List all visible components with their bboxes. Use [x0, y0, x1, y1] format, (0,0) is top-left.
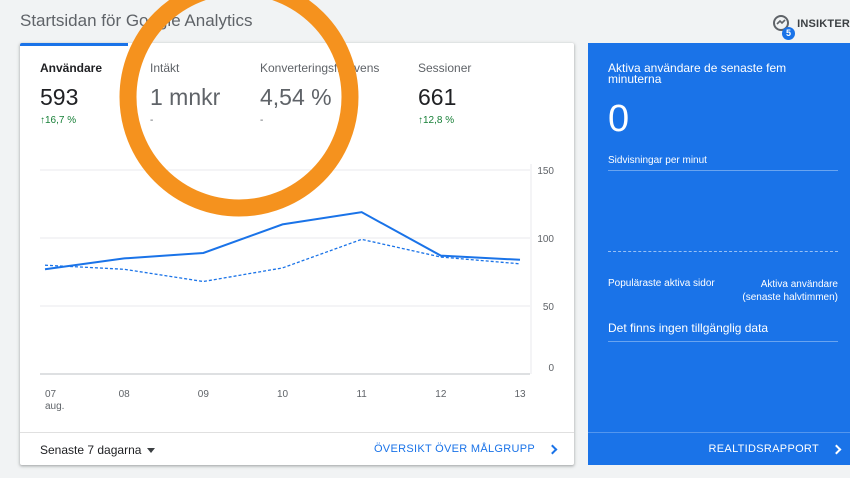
active-users-halfhour-label: Aktiva användare (senaste halvtimmen) — [742, 279, 838, 303]
audience-overview-link[interactable]: ÖVERSIKT ÖVER MÅLGRUPP — [373, 443, 558, 455]
y-tick-label: 100 — [537, 234, 554, 245]
caret-down-icon — [147, 447, 156, 453]
pageviews-baseline — [608, 251, 838, 252]
active-tab-indicator — [20, 43, 128, 46]
page-title: Startsidan för Google Analytics — [20, 11, 253, 30]
metric-tab-sessions[interactable]: Sessioner 661 ↑12,8 % — [418, 61, 471, 126]
date-range-label: Senaste 7 dagarna — [40, 443, 142, 457]
x-tick-label: 10 — [277, 389, 289, 400]
realtime-footer: REALTIDSRAPPORT — [588, 432, 850, 465]
metric-change-value: 12,8 % — [423, 115, 455, 126]
pageviews-per-minute-label: Sidvisningar per minut — [608, 155, 707, 166]
insights-icon: 5 — [771, 13, 796, 40]
metric-label: Sessioner — [418, 61, 472, 75]
metric-tab-conversion-rate[interactable]: Konverteringsfrekvens 4,54 % - — [260, 61, 379, 126]
realtime-title: Aktiva användare de senaste fem minutern… — [608, 61, 787, 86]
metric-change-value: 16,7 % — [45, 115, 77, 126]
metric-change: ↑12,8 % — [418, 115, 471, 126]
insights-badge: 5 — [782, 27, 796, 40]
metric-label: Användare — [40, 61, 103, 75]
metric-value: 1 mnkr — [150, 84, 221, 110]
insights-button[interactable]: 5 INSIKTER — [771, 12, 850, 40]
audience-overview-label: ÖVERSIKT ÖVER MÅLGRUPP — [373, 443, 535, 455]
metric-tab-revenue[interactable]: Intäkt 1 mnkr - — [150, 61, 220, 126]
series-line-current — [44, 211, 521, 271]
audience-overview-card: Användare 593 ↑16,7 % Intäkt 1 mnkr - Ko… — [20, 43, 574, 465]
y-tick-label: 0 — [548, 363, 554, 374]
x-tick-label: 11 — [356, 389, 367, 400]
y-tick-label: 50 — [543, 302, 555, 313]
metric-value: 661 — [418, 84, 457, 110]
top-active-pages-label: Populäraste aktiva sidor — [608, 278, 715, 289]
x-tick-label: 09 — [198, 389, 210, 400]
x-tick-label: 08 — [119, 389, 131, 400]
insights-label: INSIKTER — [797, 18, 850, 30]
date-range-dropdown[interactable]: Senaste 7 dagarna — [40, 443, 156, 457]
chevron-right-icon — [547, 444, 558, 454]
metric-tab-users[interactable]: Användare 593 ↑16,7 % — [40, 61, 102, 126]
realtime-active-users-value: 0 — [608, 98, 630, 140]
realtime-report-label: REALTIDSRAPPORT — [708, 443, 819, 455]
metric-label: Konverteringsfrekvens — [260, 61, 380, 75]
no-data-message: Det finns ingen tillgänglig data — [608, 321, 769, 335]
realtime-card: Aktiva användare de senaste fem minutern… — [588, 43, 850, 465]
divider — [608, 170, 838, 171]
metric-change: - — [260, 115, 264, 126]
realtime-report-link[interactable]: REALTIDSRAPPORT — [708, 443, 842, 455]
x-tick-label: 13 — [514, 389, 526, 400]
metric-value: 593 — [40, 84, 79, 110]
metric-value: 4,54 % — [260, 84, 332, 110]
arrow-up-icon: ↑ — [40, 115, 45, 126]
x-tick-sublabel: aug. — [45, 401, 64, 412]
chevron-right-icon — [831, 444, 842, 454]
arrow-up-icon: ↑ — [418, 115, 423, 126]
divider — [608, 341, 838, 342]
metric-change: ↑16,7 % — [40, 115, 102, 126]
metric-change: - — [150, 115, 154, 126]
metric-label: Intäkt — [150, 61, 180, 75]
x-tick-label: 12 — [435, 389, 447, 400]
card-footer: Senaste 7 dagarna ÖVERSIKT ÖVER MÅLGRUPP — [20, 432, 574, 465]
x-tick-label: 07 — [45, 389, 57, 400]
y-tick-label: 150 — [537, 166, 554, 177]
